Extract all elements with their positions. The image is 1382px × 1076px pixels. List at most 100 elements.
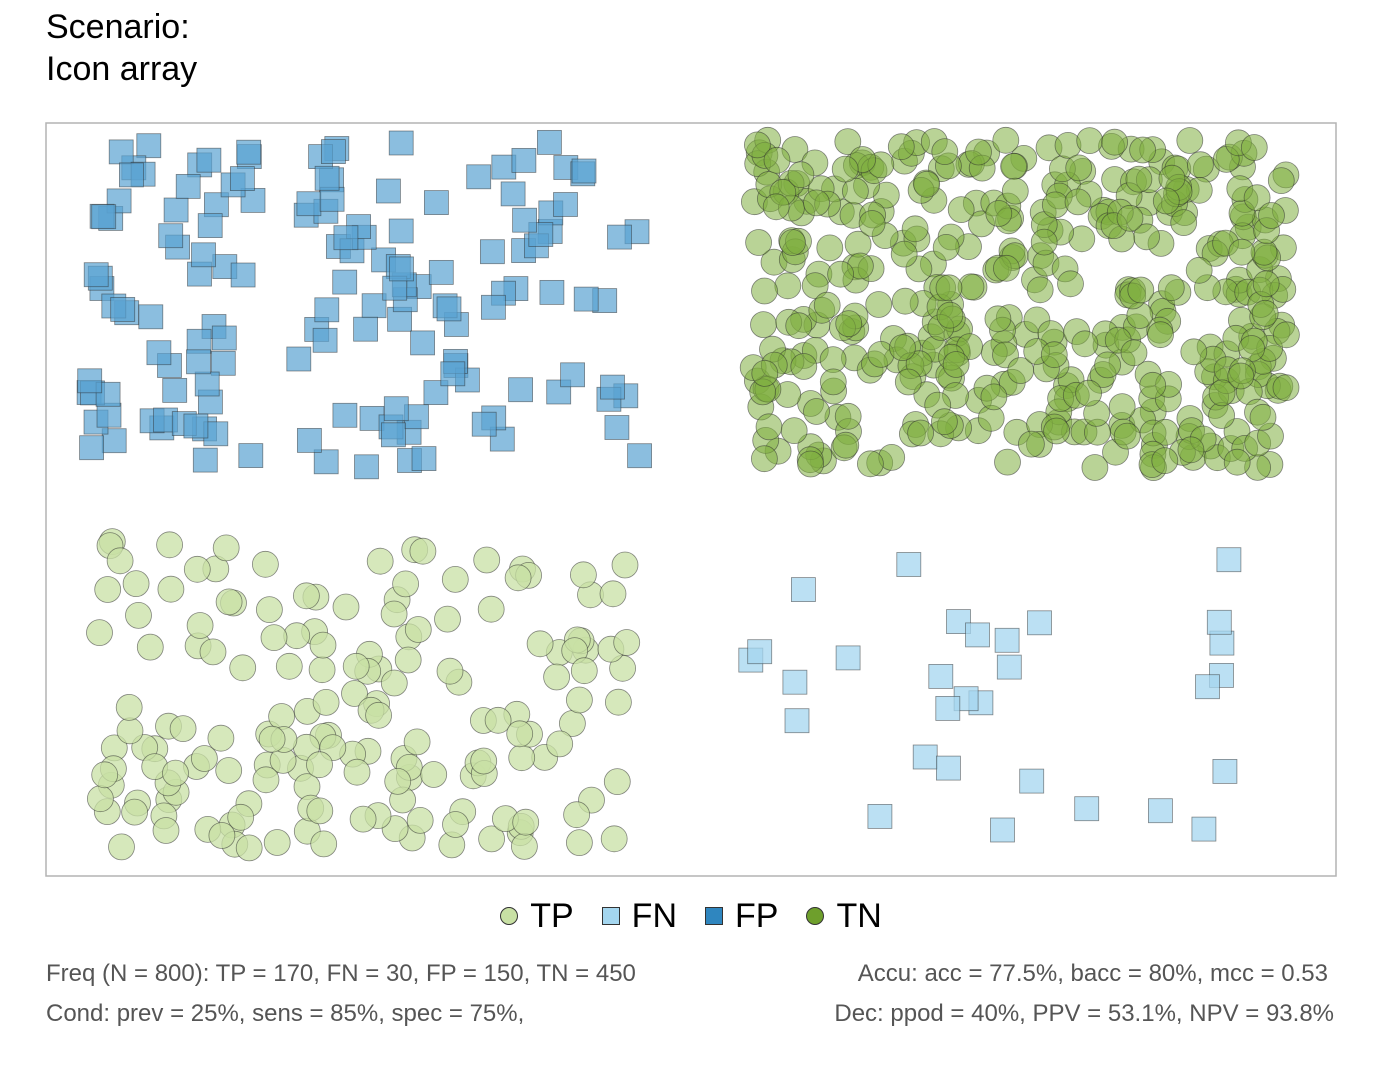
icon-tn — [1208, 379, 1236, 407]
icon-tp — [162, 759, 189, 787]
icon-fp — [333, 225, 359, 251]
icon-tp — [268, 703, 296, 730]
icon-tn — [1057, 270, 1084, 298]
icon-tp — [566, 829, 593, 856]
icon-fp — [607, 224, 632, 250]
icon-tn — [1127, 276, 1155, 304]
icon-tn — [801, 272, 829, 300]
icon-tn — [1001, 177, 1029, 205]
icon-tn — [1228, 238, 1256, 266]
icon-fp — [312, 327, 338, 353]
footer-cond: Cond: prev = 25%, sens = 85%, spec = 75%… — [46, 1000, 525, 1027]
plot-frame — [45, 122, 1337, 877]
icon-tn — [763, 146, 791, 174]
icon-tn — [985, 200, 1013, 227]
icon-fp — [332, 402, 358, 428]
legend-key-fp-icon — [705, 907, 723, 925]
icon-fp — [512, 207, 537, 233]
icon-tn — [1151, 447, 1179, 475]
icon-tn — [1185, 256, 1213, 284]
icon-tp — [306, 797, 334, 825]
footer-dec: Dec: ppod = 40%, PPV = 53.1%, NPV = 93.8… — [834, 1000, 1334, 1027]
icon-tp — [312, 689, 340, 716]
icon-fp — [380, 422, 406, 448]
icon-tn — [827, 260, 854, 288]
icon-tp — [394, 646, 422, 674]
icon-fn — [896, 552, 922, 577]
icon-tp — [122, 570, 150, 597]
icon-tn — [1273, 321, 1300, 349]
icon-tp — [186, 612, 214, 639]
icon-tp — [599, 580, 627, 608]
icon-tn — [858, 210, 886, 237]
icon-tn — [834, 128, 862, 156]
icon-fp — [410, 330, 436, 356]
icon-fp — [138, 304, 164, 330]
icon-tp — [546, 730, 574, 758]
icon-tp — [190, 745, 218, 772]
icon-tp — [229, 654, 257, 682]
icon-tn — [1267, 167, 1295, 195]
icon-tn — [842, 177, 869, 205]
icon-tn — [1240, 134, 1268, 161]
icon-tp — [343, 758, 371, 786]
legend-label-fp: FP — [735, 896, 779, 935]
icon-fp — [539, 279, 565, 305]
icon-tp — [508, 744, 536, 772]
icon-tp — [543, 663, 570, 691]
icon-tn — [832, 431, 860, 459]
icon-tn — [1157, 274, 1185, 302]
icon-fp — [375, 178, 401, 204]
icon-tp — [436, 657, 464, 685]
icon-fp — [389, 256, 414, 282]
icon-tn — [942, 351, 970, 378]
icon-fn — [791, 577, 816, 602]
icon-tn — [744, 131, 771, 159]
icon-fp — [186, 349, 211, 375]
icon-tp — [157, 575, 185, 603]
icon-tp — [156, 531, 184, 559]
icon-tn — [813, 291, 841, 319]
icon-tp — [442, 811, 469, 838]
icon-tn — [1187, 151, 1214, 179]
icon-tp — [283, 622, 311, 650]
icon-tp — [260, 624, 288, 651]
icon-tp — [613, 629, 641, 656]
icon-fn — [912, 744, 938, 770]
icon-tp — [255, 596, 283, 623]
icon-fp — [508, 377, 534, 403]
icon-fp — [500, 181, 526, 207]
icon-fn — [1195, 674, 1220, 700]
icon-tp — [208, 822, 236, 849]
icon-tn — [1147, 321, 1174, 349]
icon-tn — [1071, 330, 1099, 358]
chart-title: Scenario: Icon array — [46, 6, 197, 90]
icon-tn — [1064, 188, 1092, 216]
icon-fn — [996, 654, 1022, 680]
icon-tn — [889, 334, 916, 362]
icon-tp — [404, 616, 432, 643]
footer-accu: Accu: acc = 77.5%, bacc = 80%, mcc = 0.5… — [857, 960, 1328, 987]
icon-tn — [834, 402, 862, 430]
icon-fp — [511, 147, 537, 173]
footer-freq: Freq (N = 800): TP = 170, FN = 30, FP = … — [46, 960, 636, 987]
icon-fp — [230, 262, 256, 288]
icon-fp — [286, 346, 312, 372]
icon-fn — [1148, 798, 1173, 824]
icon-tp — [332, 593, 360, 621]
icon-tn — [891, 287, 919, 315]
icon-fp — [119, 162, 144, 188]
icon-tp — [251, 550, 279, 578]
icon-fn — [782, 669, 808, 695]
icon-tn — [901, 215, 929, 243]
icon-tn — [857, 450, 884, 478]
icon-tp — [406, 807, 434, 834]
icon-fp — [573, 286, 599, 312]
icon-tn — [1116, 204, 1144, 232]
icon-tp — [526, 630, 554, 658]
icon-tp — [108, 833, 135, 861]
title-line-1: Scenario: — [46, 8, 190, 46]
icon-tn — [947, 196, 975, 224]
icon-tn — [774, 272, 802, 300]
icon-tp — [384, 768, 412, 795]
